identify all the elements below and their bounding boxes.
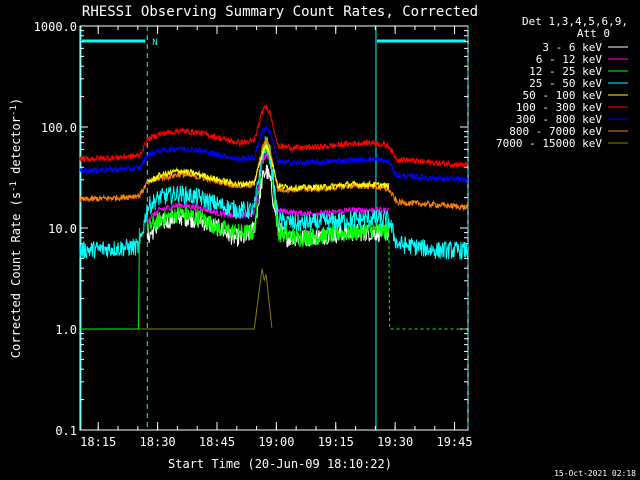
chart-title: RHESSI Observing Summary Count Rates, Co… <box>82 4 478 20</box>
legend-title: Det 1,3,4,5,6,9, <box>522 15 628 28</box>
footer-date: 15-Oct-2021 02:18 <box>554 469 636 478</box>
series-line-3 <box>79 136 469 260</box>
night-marker: N <box>152 38 157 48</box>
y-tick-label: 1000.0 <box>34 20 77 34</box>
plot-frame <box>79 25 469 431</box>
series-line-5 <box>79 104 469 169</box>
legend-entry-label: 7000 - 15000 keV <box>496 137 602 150</box>
y-tick-label: 0.1 <box>55 424 77 438</box>
series-line-8 <box>80 267 273 330</box>
legend-entry-label: 50 - 100 keV <box>523 89 603 102</box>
x-tick-label: 18:30 <box>140 435 176 449</box>
x-tick-label: 19:15 <box>318 435 354 449</box>
x-tick-label: 19:00 <box>258 435 294 449</box>
legend-entry-label: 300 - 800 keV <box>516 113 602 126</box>
series-line-1 <box>146 153 390 224</box>
x-tick-label: 19:45 <box>436 435 472 449</box>
green-side-segment <box>80 227 140 330</box>
plot-area: N 0.1 1.0 10.0 100.0 1000.0 18:15 18:30 18:45 19:… <box>34 20 473 449</box>
series-line-4 <box>146 144 390 193</box>
legend-entry-label: 25 - 50 keV <box>529 77 602 90</box>
legend-subtitle: Att 0 <box>577 27 610 40</box>
x-tick-label: 19:30 <box>377 435 413 449</box>
y-axis-label: Corrected Count Rate (s-1 detector-1) <box>9 98 23 358</box>
y-tick-label: 1.0 <box>55 323 77 337</box>
y-tick-label: 100.0 <box>41 121 77 135</box>
legend-entry-label: 6 - 12 keV <box>536 53 603 66</box>
y-tick-label: 10.0 <box>48 222 77 236</box>
legend-entry-label: 100 - 300 keV <box>516 101 602 114</box>
legend-entry-label: 12 - 25 keV <box>529 65 602 78</box>
x-tick-label: 18:45 <box>199 435 235 449</box>
series-line-6 <box>79 125 469 184</box>
legend-entry-label: 800 - 7000 keV <box>509 125 602 138</box>
x-tick-label: 18:15 <box>80 435 116 449</box>
legend-entry-label: 3 - 6 keV <box>542 41 602 54</box>
x-axis-label: Start Time (20-Jun-09 18:10:22) <box>168 457 392 471</box>
